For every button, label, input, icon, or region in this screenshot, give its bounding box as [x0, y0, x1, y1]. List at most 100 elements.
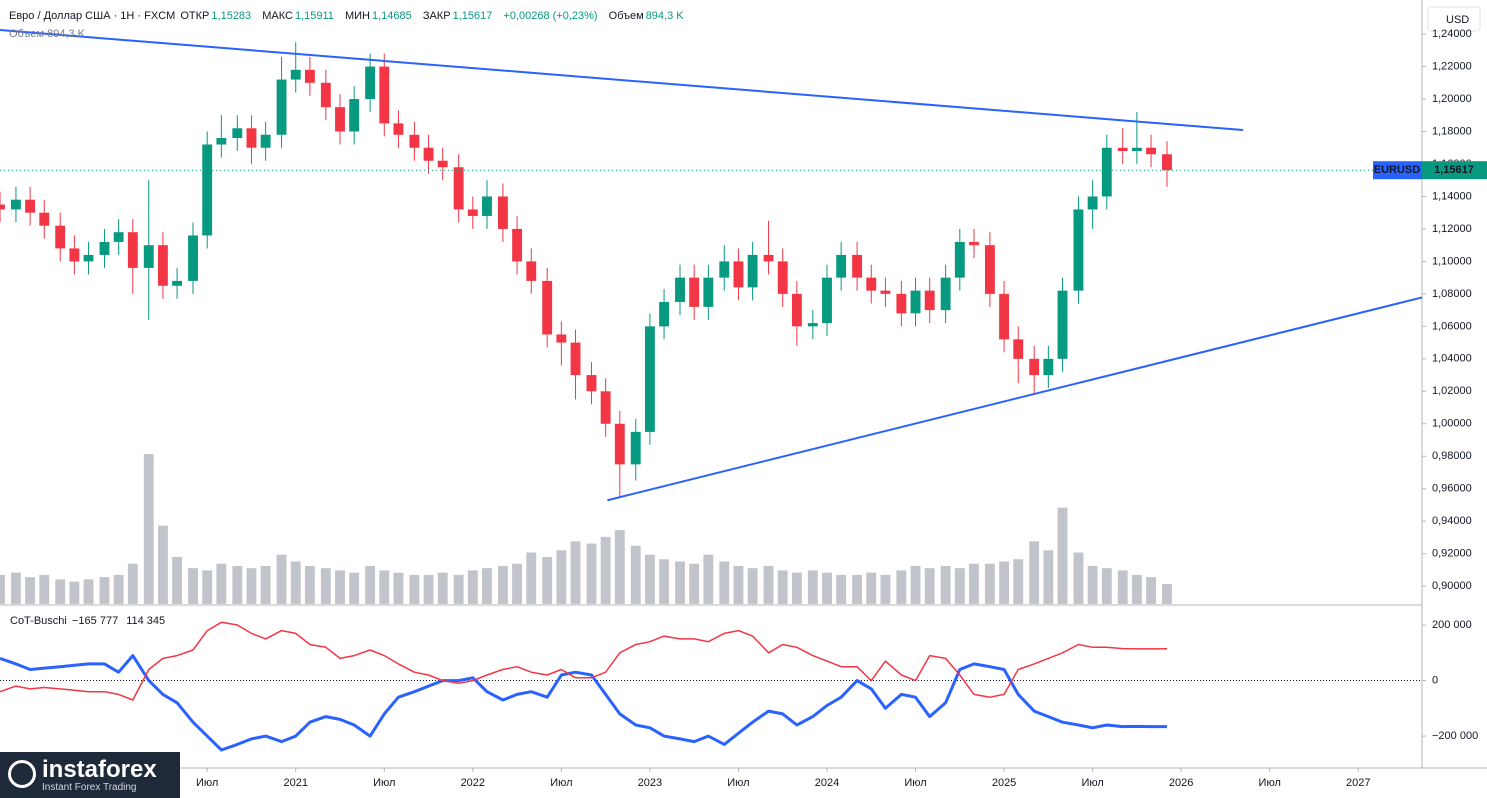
price-tag: [1422, 161, 1487, 180]
candle-body: [703, 277, 714, 307]
volume-bar: [689, 563, 700, 604]
volume-bar: [1029, 541, 1040, 604]
volume-legend: Объем 894,3 K: [9, 28, 86, 40]
x-tick-label: 2025: [992, 777, 1016, 789]
legend-value: −165 777: [72, 615, 118, 627]
y-tick-label: 0,92000: [1432, 548, 1472, 560]
volume-bar: [1117, 570, 1128, 604]
x-tick-label: Июл: [904, 777, 926, 789]
candle-body: [55, 225, 66, 249]
candle-body: [276, 79, 287, 135]
volume-bar: [290, 561, 301, 604]
volume-bar: [999, 561, 1010, 604]
logo-name: instaforex: [42, 756, 157, 783]
y-tick-label: 0,90000: [1432, 580, 1472, 592]
candle-body: [836, 254, 847, 278]
volume-bar: [83, 579, 94, 604]
volume-bar: [910, 565, 921, 604]
volume-bar: [733, 565, 744, 604]
candle-body: [954, 241, 965, 278]
candle-body: [335, 107, 345, 132]
y-tick-label: 1,20000: [1432, 93, 1472, 105]
y-tick-label: 1,02000: [1432, 385, 1472, 397]
currency-box[interactable]: [1427, 6, 1481, 32]
x-tick-label: Июл: [1081, 777, 1103, 789]
candle-body: [924, 290, 935, 311]
volume-bar: [55, 579, 66, 604]
candle-body: [25, 199, 36, 213]
volume-bar: [113, 574, 124, 604]
x-tick-label: 2021: [283, 777, 307, 789]
cot-line: [0, 654, 1167, 752]
volume-bar: [807, 570, 818, 604]
candle-body: [379, 66, 390, 124]
x-tick-label: 2027: [1346, 777, 1370, 789]
volume-bar: [924, 568, 935, 604]
candle-body: [1043, 358, 1054, 376]
candle-body: [83, 254, 94, 262]
candle-body: [1101, 147, 1112, 197]
candle-body: [423, 147, 434, 161]
y-tick-label: 0,96000: [1432, 483, 1472, 495]
candle-body: [39, 212, 50, 226]
symbol[interactable]: Евро / Доллар США · 1H · FXCM: [9, 10, 176, 22]
candle-body: [1073, 209, 1084, 291]
volume-bar: [1131, 574, 1142, 604]
volume-bar: [747, 568, 758, 604]
volume-bar: [393, 572, 404, 604]
x-tick-label: 2024: [815, 777, 839, 789]
candle-body: [409, 134, 420, 148]
volume-bar: [127, 563, 138, 604]
volume-bar: [940, 565, 951, 604]
volume-bar: [614, 530, 625, 604]
volume-label: Объем: [608, 10, 644, 22]
open-label: ОТКР: [180, 10, 210, 22]
candle-body: [69, 248, 80, 262]
header: Евро / Доллар США · 1H · FXCM ОТКР 1,1528…: [9, 10, 692, 22]
volume-bar: [423, 574, 434, 604]
y-tick-label: 1,00000: [1432, 418, 1472, 430]
candle-body: [320, 82, 331, 108]
volume-bar: [409, 574, 420, 604]
logo-icon: [8, 760, 36, 788]
candle-body: [453, 167, 464, 210]
volume-bar: [320, 568, 331, 604]
volume-bar: [172, 556, 183, 604]
volume-bar: [969, 563, 979, 604]
volume-bar: [349, 572, 360, 604]
volume-bar: [556, 550, 567, 604]
x-tick-label: Июл: [196, 777, 218, 789]
candle-body: [1029, 358, 1040, 376]
currency[interactable]: USD: [1446, 14, 1469, 26]
volume: 894,3 K: [645, 10, 684, 22]
candle-body: [556, 334, 567, 343]
volume-bar: [467, 570, 478, 604]
y-tick-label: 1,22000: [1432, 60, 1472, 72]
change: +0,00268 (+0,23%): [503, 10, 598, 22]
volume-bar: [791, 572, 802, 604]
symbol-tag: [1373, 161, 1422, 180]
candle-body: [512, 228, 523, 262]
volume-bar: [542, 556, 553, 604]
candle-body: [349, 99, 360, 132]
candle-body: [910, 290, 921, 314]
candle-body: [852, 254, 863, 278]
x-tick-label: Июл: [727, 777, 749, 789]
volume-bar: [1101, 568, 1112, 604]
volume-bar: [10, 572, 21, 604]
volume-bar: [260, 565, 271, 604]
volume-bar: [586, 543, 597, 604]
candle-body: [1131, 147, 1142, 151]
open: 1,15283: [211, 10, 252, 22]
volume-bar: [675, 561, 685, 604]
candle-body: [659, 302, 670, 327]
x-tick-label: Июл: [550, 777, 572, 789]
volume-bar: [246, 568, 257, 604]
candle-body: [1162, 154, 1172, 171]
volume-bar: [896, 570, 907, 604]
y-tick-label: 0,94000: [1432, 515, 1472, 527]
y-tick-label: 1,10000: [1432, 255, 1472, 267]
candle-body: [999, 293, 1010, 340]
